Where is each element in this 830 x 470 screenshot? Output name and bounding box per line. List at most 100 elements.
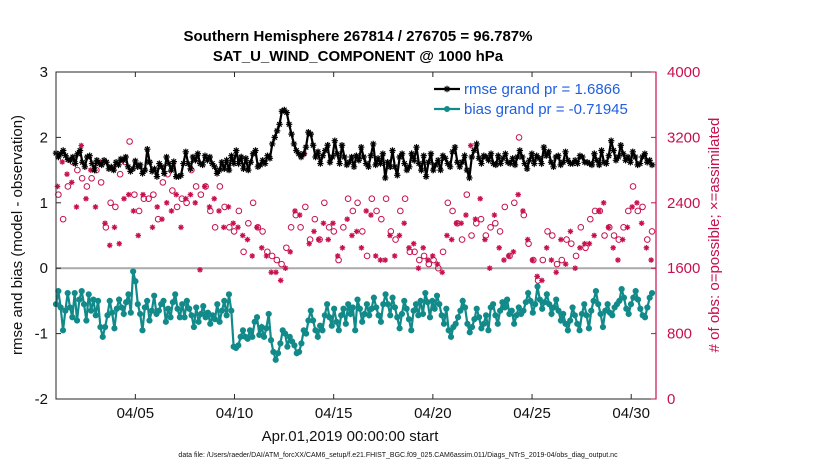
- bias-point: [560, 310, 567, 318]
- rmse-point: [497, 160, 504, 167]
- assimilated-point: [325, 236, 332, 243]
- bias-point: [473, 305, 480, 312]
- assimilated-point: [539, 277, 545, 284]
- bias-point: [426, 314, 434, 321]
- bias-point: [137, 310, 144, 318]
- bias-point: [583, 312, 590, 319]
- rmse-point: [110, 166, 117, 174]
- bias-point: [335, 327, 342, 334]
- assimilated-point: [306, 240, 313, 247]
- rmse-point: [355, 157, 363, 164]
- bias-point: [571, 312, 578, 319]
- possible-point: [135, 207, 143, 215]
- bias-point: [492, 312, 499, 319]
- possible-point: [482, 232, 490, 239]
- possible-point: [230, 228, 238, 235]
- bias-point: [134, 301, 141, 308]
- rmse-point: [545, 148, 552, 155]
- bias-point: [543, 291, 550, 298]
- rmse-point: [221, 165, 228, 172]
- rmse-point: [507, 160, 514, 167]
- bias-point: [443, 305, 450, 312]
- possible-point: [97, 179, 105, 186]
- possible-point: [397, 207, 404, 215]
- rmse-point: [504, 159, 512, 166]
- possible-point: [311, 215, 319, 223]
- assimilated-point: [482, 236, 488, 243]
- bias-point: [389, 294, 396, 301]
- possible-point: [605, 224, 613, 231]
- rmse-point: [353, 152, 360, 159]
- possible-point: [325, 224, 333, 231]
- rmse-point: [382, 174, 389, 182]
- bias-point: [436, 301, 443, 308]
- rmse-point: [535, 155, 543, 162]
- bias-point: [555, 307, 562, 314]
- possible-point: [249, 199, 257, 207]
- possible-point: [520, 211, 528, 219]
- bias-point: [123, 299, 130, 306]
- assimilated-point: [273, 269, 279, 276]
- rmse-point: [619, 150, 627, 157]
- assimilated-point: [624, 224, 631, 231]
- rmse-point: [526, 157, 533, 164]
- bias-point: [87, 307, 95, 314]
- bias-point: [520, 307, 527, 314]
- bias-point: [281, 330, 289, 337]
- x-tick-label: 04/25: [513, 405, 551, 422]
- rmse-point: [182, 148, 189, 155]
- bias-point: [328, 322, 335, 329]
- rmse-point: [180, 160, 187, 167]
- assimilated-point: [610, 244, 616, 251]
- possible-point: [183, 199, 190, 207]
- rmse-point: [160, 170, 168, 177]
- rmse-point: [187, 165, 194, 172]
- possible-point: [444, 199, 452, 207]
- assimilated-point: [429, 253, 436, 259]
- rmse-point: [252, 147, 259, 154]
- possible-point: [411, 248, 418, 256]
- assimilated-point: [296, 212, 303, 218]
- possible-point: [463, 191, 471, 198]
- possible-series: [55, 134, 656, 284]
- possible-point: [74, 166, 81, 174]
- bias-point: [363, 301, 370, 308]
- rmse-point: [346, 159, 353, 166]
- possible-point: [477, 215, 485, 223]
- rmse-point: [617, 142, 624, 149]
- possible-point: [387, 228, 395, 235]
- x-tick-label: 04/10: [216, 405, 254, 422]
- bias-point: [104, 312, 111, 319]
- possible-point: [648, 228, 656, 235]
- bias-point: [562, 320, 569, 327]
- rmse-point: [499, 155, 507, 162]
- bias-point: [118, 304, 125, 311]
- possible-point: [273, 256, 281, 264]
- assimilated-point: [643, 244, 650, 251]
- possible-point: [202, 183, 209, 190]
- assimilated-point: [553, 269, 559, 276]
- rmse-point: [257, 161, 264, 169]
- assimilated-point: [410, 240, 417, 247]
- assimilated-point: [187, 191, 194, 198]
- rmse-point: [269, 140, 276, 148]
- rmse-point: [237, 153, 245, 161]
- rmse-point: [466, 174, 473, 182]
- bias-point: [324, 301, 331, 308]
- rmse-point: [557, 161, 564, 169]
- bias-point: [550, 304, 557, 311]
- assimilated-point: [501, 257, 507, 263]
- bias-point: [429, 297, 436, 304]
- bias-point: [466, 329, 473, 336]
- y2-tick-label: 800: [667, 326, 692, 343]
- bias-point: [228, 307, 235, 314]
- assimilated-point: [591, 232, 597, 239]
- bias-series: [52, 268, 656, 364]
- rmse-point: [456, 163, 463, 171]
- bias-point: [214, 301, 221, 308]
- bias-point: [193, 304, 200, 311]
- assimilated-point: [396, 232, 403, 239]
- possible-point: [406, 248, 414, 256]
- rmse-point: [283, 109, 290, 116]
- rmse-point: [396, 153, 403, 161]
